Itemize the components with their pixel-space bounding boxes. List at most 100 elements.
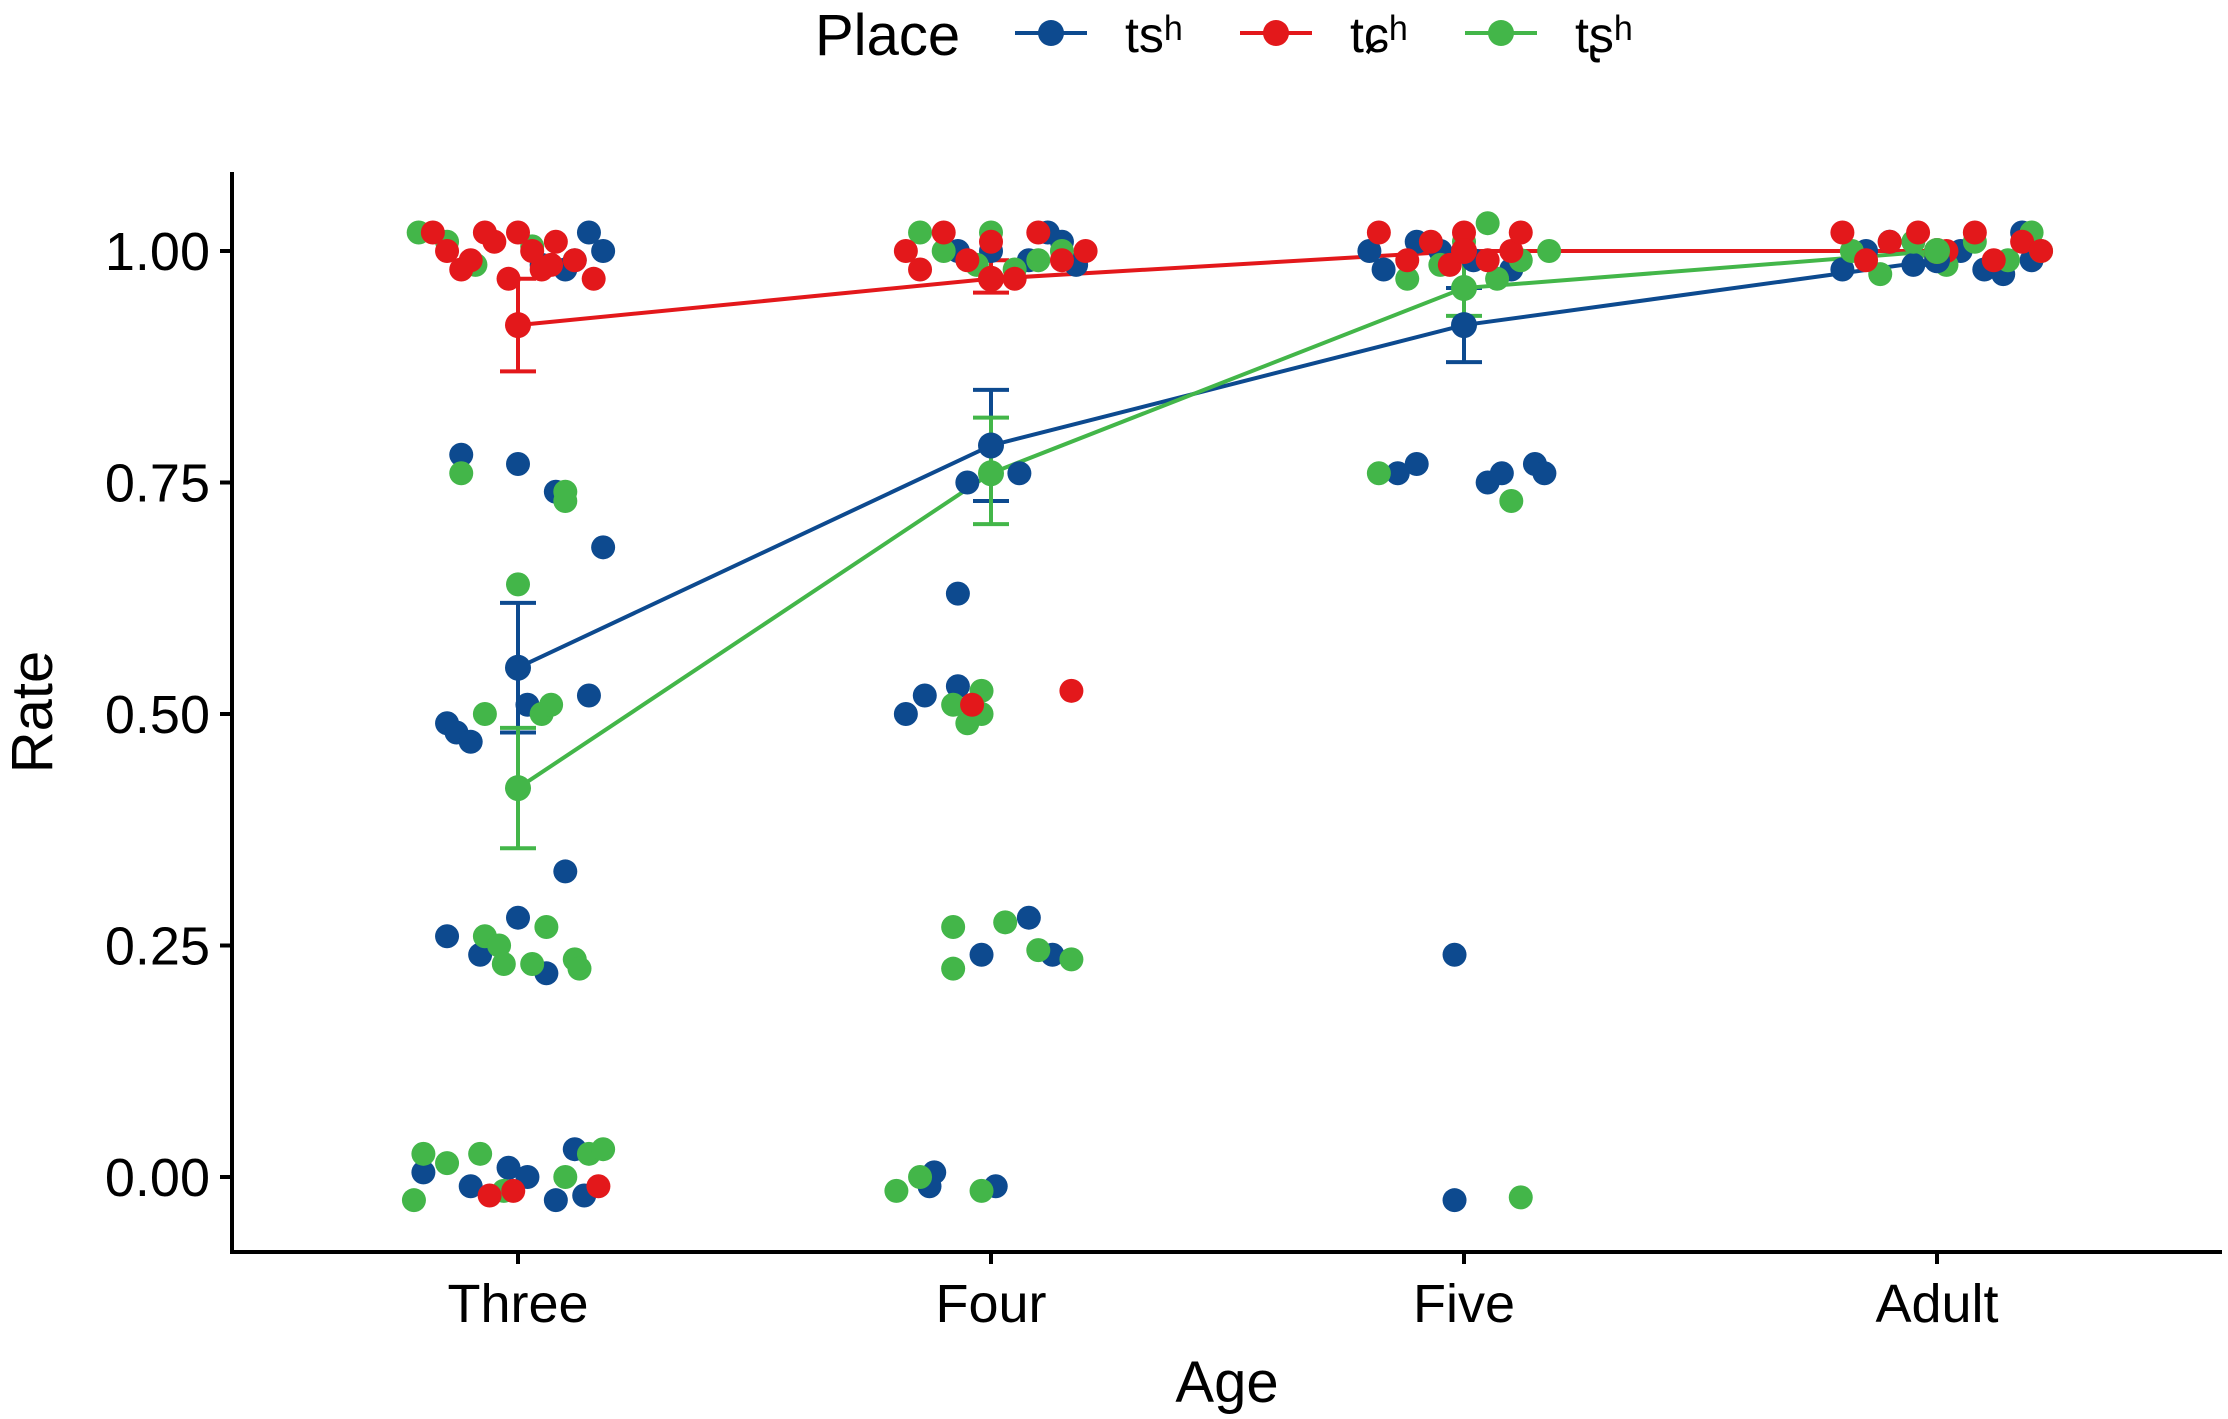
jitter-points (401, 211, 2054, 1213)
data-point (411, 1160, 436, 1185)
legend: Place tsʰ tɕʰ tʂʰ (815, 3, 1633, 68)
data-point (955, 470, 980, 495)
data-point (458, 1174, 483, 1199)
mean-point (978, 265, 1004, 292)
y-tick-label: 0.75 (105, 454, 210, 514)
data-point (893, 702, 918, 726)
data-point (979, 229, 1003, 254)
data-point (435, 1151, 460, 1176)
data-point (1395, 266, 1420, 291)
data-point (1981, 248, 2006, 273)
data-point (969, 1178, 994, 1203)
data-point (401, 1188, 426, 1213)
data-point (1059, 947, 1084, 972)
data-point (496, 266, 521, 291)
data-point (1385, 461, 1410, 486)
data-point (969, 942, 994, 967)
data-point (908, 220, 933, 245)
data-point (581, 266, 606, 291)
legend-key-point (1038, 20, 1064, 46)
data-point (1404, 451, 1429, 476)
data-point (912, 683, 937, 708)
data-point (468, 1141, 493, 1166)
data-point (884, 1178, 909, 1203)
data-point (1508, 1185, 1533, 1210)
mean-point (1451, 238, 1477, 264)
data-point (1016, 905, 1041, 930)
data-point (553, 1165, 578, 1189)
x-tick-label: Five (1413, 1274, 1515, 1334)
data-point (1508, 220, 1533, 245)
data-point (591, 535, 616, 560)
data-point (941, 692, 966, 717)
series-mean-line (517, 249, 1937, 328)
data-point (1007, 461, 1032, 486)
data-point (567, 956, 592, 981)
data-point (1485, 266, 1510, 291)
legend-entry-label: tɕʰ (1350, 7, 1408, 63)
x-ticks: Three Four Five Adult (447, 1252, 1999, 1334)
data-point (941, 914, 966, 939)
data-point (543, 229, 568, 254)
data-point (1906, 220, 1931, 245)
data-point (591, 239, 616, 263)
data-point (435, 924, 460, 949)
data-point (1877, 229, 1902, 254)
y-axis-title: Rate (0, 651, 65, 774)
data-point (435, 239, 460, 263)
legend-entry-label: tsʰ (1125, 7, 1183, 63)
data-point (1026, 938, 1051, 963)
mean-point (1924, 238, 1950, 264)
data-point (1059, 678, 1084, 703)
data-point (908, 257, 933, 282)
data-point (1475, 211, 1500, 236)
data-point (1442, 942, 1467, 967)
data-point (562, 248, 587, 273)
data-point (1489, 461, 1514, 486)
x-tick-label: Adult (1875, 1274, 1998, 1334)
data-point (1475, 248, 1500, 273)
mean-point (1451, 275, 1477, 302)
data-point (2029, 239, 2054, 263)
y-tick-label: 0.25 (105, 917, 210, 977)
y-tick-label: 1.00 (105, 222, 210, 282)
data-point (520, 952, 545, 977)
y-ticks: 0.00 0.25 0.50 0.75 1.00 (105, 222, 232, 1208)
data-point (960, 692, 985, 717)
data-point (1830, 257, 1855, 282)
data-point (576, 683, 601, 708)
data-point (534, 914, 559, 939)
data-point (539, 252, 564, 277)
data-point (1366, 461, 1391, 486)
legend-title: Place (815, 3, 960, 68)
data-point (539, 692, 564, 717)
data-point (945, 581, 970, 606)
data-point (1532, 461, 1557, 486)
mean-points (505, 238, 1950, 802)
data-point (1002, 266, 1027, 291)
data-point (945, 674, 970, 699)
y-tick-label: 0.00 (105, 1148, 210, 1208)
data-point (1962, 220, 1987, 245)
data-point (1357, 239, 1382, 263)
mean-point (978, 460, 1004, 487)
mean-point (978, 432, 1004, 459)
x-tick-label: Four (935, 1274, 1046, 1334)
data-point (553, 489, 578, 514)
data-point (908, 1165, 933, 1189)
data-point (1395, 248, 1420, 273)
data-point (1901, 252, 1926, 277)
data-point (591, 1137, 616, 1162)
x-axis-title: Age (1175, 1350, 1278, 1415)
mean-point (1451, 312, 1477, 339)
data-point (1499, 239, 1524, 263)
data-point (543, 1188, 568, 1213)
data-point (2010, 229, 2035, 254)
y-tick-label: 0.50 (105, 685, 210, 745)
data-point (553, 859, 578, 884)
data-point (449, 461, 474, 486)
data-point (1452, 220, 1476, 245)
data-point (491, 952, 516, 977)
series-mean-line (516, 249, 1938, 790)
